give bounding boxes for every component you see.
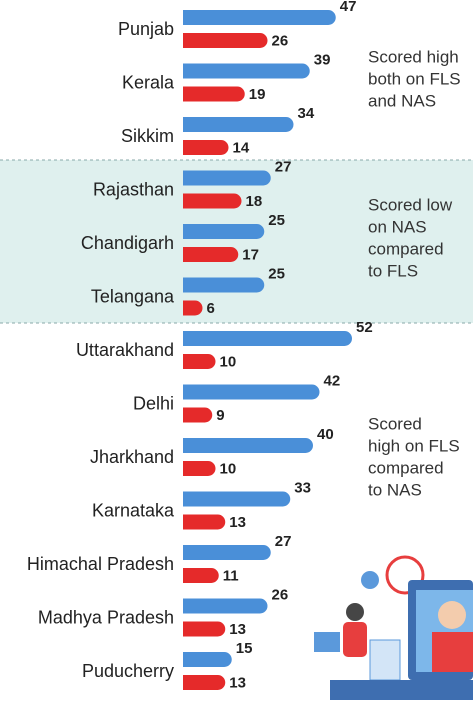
bar <box>183 515 225 530</box>
value-label: 52 <box>356 319 373 336</box>
value-label: 13 <box>229 674 246 691</box>
bar <box>183 194 242 209</box>
value-label: 33 <box>294 479 311 496</box>
bar <box>183 278 264 293</box>
bar <box>183 568 219 583</box>
bar <box>183 33 268 48</box>
value-label: 19 <box>249 86 266 103</box>
value-label: 13 <box>229 621 246 638</box>
value-label: 10 <box>220 353 237 370</box>
annotation: and NAS <box>368 91 436 110</box>
category-label: Jharkhand <box>90 447 174 467</box>
annotation: both on FLS <box>368 69 461 88</box>
value-label: 26 <box>272 586 289 603</box>
category-label: Chandigarh <box>81 233 174 253</box>
bar <box>183 599 268 614</box>
bar <box>183 622 225 637</box>
bar <box>183 385 320 400</box>
value-label: 9 <box>216 407 224 424</box>
bar <box>183 675 225 690</box>
category-label: Karnataka <box>92 500 175 520</box>
value-label: 18 <box>246 193 263 210</box>
category-label: Uttarakhand <box>76 340 174 360</box>
category-label: Punjab <box>118 19 174 39</box>
annotation: Scored low <box>368 195 453 214</box>
value-label: 42 <box>324 372 341 389</box>
value-label: 27 <box>275 158 292 175</box>
bar <box>183 64 310 79</box>
value-label: 47 <box>340 0 357 15</box>
bar <box>183 224 264 239</box>
bar <box>183 408 212 423</box>
annotation: compared <box>368 458 444 477</box>
category-label: Himachal Pradesh <box>27 554 174 574</box>
annotation: on NAS <box>368 217 427 236</box>
annotation: Scored high <box>368 47 459 66</box>
bar <box>183 331 352 346</box>
value-label: 10 <box>220 460 237 477</box>
annotation: to NAS <box>368 480 422 499</box>
value-label: 26 <box>272 32 289 49</box>
value-label: 11 <box>223 567 239 584</box>
value-label: 34 <box>298 105 315 122</box>
category-label: Delhi <box>133 393 174 413</box>
value-label: 39 <box>314 51 331 68</box>
value-label: 15 <box>236 640 253 657</box>
bar <box>183 461 216 476</box>
annotation: high on FLS <box>368 436 460 455</box>
bar <box>183 171 271 186</box>
bar <box>183 652 232 667</box>
value-label: 25 <box>268 265 285 282</box>
value-label: 27 <box>275 533 292 550</box>
category-label: Telangana <box>91 286 175 306</box>
category-label: Sikkim <box>121 126 174 146</box>
bar <box>183 301 203 316</box>
illustration <box>314 557 473 700</box>
bar <box>183 10 336 25</box>
annotation: to FLS <box>368 261 418 280</box>
annotation: Scored <box>368 414 422 433</box>
bar <box>183 354 216 369</box>
bar <box>183 247 238 262</box>
bar <box>183 545 271 560</box>
bar <box>183 140 229 155</box>
bar <box>183 492 290 507</box>
bar <box>183 438 313 453</box>
category-label: Kerala <box>122 72 175 92</box>
chart: Punjab 47 26 Kerala 39 19 Sikkim 34 14 Rajasthan 2… <box>0 0 473 707</box>
bar <box>183 117 294 132</box>
bar <box>183 87 245 102</box>
category-label: Madhya Pradesh <box>38 607 174 627</box>
value-label: 14 <box>233 139 250 156</box>
value-label: 17 <box>242 246 259 263</box>
value-label: 13 <box>229 514 246 531</box>
value-label: 25 <box>268 212 285 229</box>
annotation: compared <box>368 239 444 258</box>
category-label: Puducherry <box>82 661 174 681</box>
value-label: 6 <box>207 300 215 317</box>
value-label: 40 <box>317 426 334 443</box>
category-label: Rajasthan <box>93 179 174 199</box>
